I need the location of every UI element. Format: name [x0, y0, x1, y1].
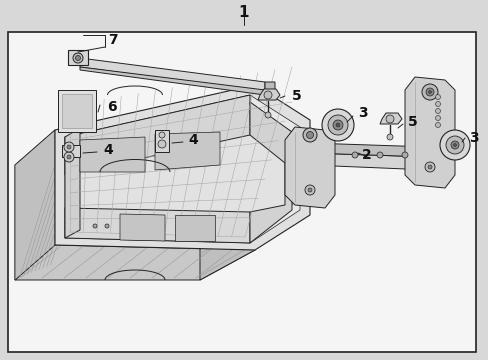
Polygon shape: [65, 128, 80, 238]
Circle shape: [427, 165, 431, 169]
Bar: [58, 90, 96, 132]
Polygon shape: [264, 82, 274, 97]
Polygon shape: [68, 50, 88, 65]
Circle shape: [321, 109, 353, 141]
Circle shape: [445, 136, 463, 154]
Circle shape: [305, 185, 314, 195]
Circle shape: [303, 128, 316, 142]
Circle shape: [67, 145, 71, 149]
Circle shape: [439, 130, 469, 160]
Circle shape: [435, 102, 440, 107]
Polygon shape: [155, 130, 169, 152]
Circle shape: [306, 131, 313, 139]
Circle shape: [158, 140, 165, 148]
Circle shape: [424, 162, 434, 172]
Polygon shape: [285, 127, 334, 208]
Bar: [8, 32, 475, 352]
Circle shape: [427, 90, 430, 94]
Circle shape: [75, 55, 81, 60]
Circle shape: [435, 108, 440, 113]
Text: 1: 1: [238, 5, 249, 19]
Circle shape: [64, 142, 74, 152]
Polygon shape: [120, 214, 164, 241]
Circle shape: [327, 115, 347, 135]
Circle shape: [332, 120, 342, 130]
Text: 6: 6: [107, 100, 116, 114]
Text: 2: 2: [361, 148, 371, 162]
Circle shape: [351, 152, 357, 158]
Circle shape: [67, 155, 71, 159]
Polygon shape: [309, 143, 429, 157]
Text: 3: 3: [357, 106, 367, 120]
Circle shape: [159, 132, 164, 138]
Polygon shape: [249, 102, 291, 243]
Text: 5: 5: [291, 89, 301, 103]
Polygon shape: [62, 145, 80, 157]
Polygon shape: [200, 160, 254, 280]
Circle shape: [452, 144, 456, 147]
Circle shape: [401, 152, 407, 158]
Polygon shape: [80, 137, 145, 172]
Polygon shape: [258, 89, 280, 100]
Polygon shape: [404, 77, 454, 188]
Circle shape: [435, 116, 440, 121]
Polygon shape: [65, 208, 249, 243]
Polygon shape: [379, 113, 401, 124]
Polygon shape: [309, 153, 429, 170]
Polygon shape: [80, 58, 264, 92]
Bar: [62, 94, 92, 128]
Text: 3: 3: [468, 131, 478, 145]
Circle shape: [335, 123, 339, 127]
Text: 5: 5: [407, 115, 417, 129]
Polygon shape: [65, 95, 299, 243]
Circle shape: [450, 141, 458, 149]
Circle shape: [385, 115, 393, 123]
Circle shape: [73, 53, 83, 63]
Polygon shape: [80, 67, 264, 95]
Polygon shape: [70, 102, 291, 237]
Polygon shape: [15, 130, 55, 280]
Polygon shape: [155, 132, 220, 170]
Polygon shape: [65, 95, 249, 175]
Circle shape: [376, 152, 382, 158]
Circle shape: [264, 91, 271, 99]
Circle shape: [386, 134, 392, 140]
Text: 7: 7: [108, 33, 118, 47]
Circle shape: [425, 88, 433, 96]
Circle shape: [93, 224, 97, 228]
Text: 4: 4: [187, 133, 197, 147]
Polygon shape: [15, 245, 254, 280]
Circle shape: [435, 122, 440, 127]
Circle shape: [421, 84, 437, 100]
Circle shape: [326, 152, 332, 158]
Polygon shape: [55, 85, 309, 250]
Circle shape: [64, 152, 74, 162]
Circle shape: [307, 188, 311, 192]
Circle shape: [264, 112, 270, 118]
Polygon shape: [175, 215, 215, 241]
Circle shape: [105, 224, 109, 228]
Text: 4: 4: [103, 143, 113, 157]
Circle shape: [435, 95, 440, 99]
Polygon shape: [15, 130, 55, 280]
